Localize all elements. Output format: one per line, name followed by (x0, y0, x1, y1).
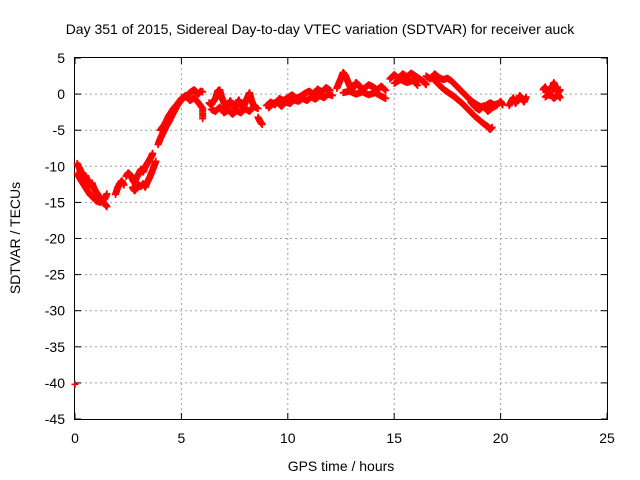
data-point (152, 157, 160, 165)
x-tick-label: 5 (178, 430, 186, 446)
y-tick-label: -5 (53, 122, 66, 138)
data-point (71, 380, 79, 388)
chart-title: Day 351 of 2015, Sidereal Day-to-day VTE… (66, 21, 576, 37)
data-point (328, 92, 336, 100)
data-point (149, 149, 157, 157)
x-tick-label: 20 (493, 430, 509, 446)
data-point (103, 190, 111, 198)
x-tick-label: 10 (280, 430, 296, 446)
data-point (258, 120, 266, 128)
data-point (414, 81, 422, 89)
data-point (422, 81, 430, 89)
data-point (522, 93, 530, 101)
y-tick-label: -45 (45, 411, 65, 427)
data-point (556, 94, 564, 102)
data-point (199, 115, 207, 123)
data-point (382, 86, 390, 94)
y-tick-label: -15 (45, 194, 65, 210)
plot-frame (74, 57, 608, 420)
data-point (199, 88, 207, 96)
data-point (488, 123, 496, 131)
data-point (254, 105, 262, 113)
y-tick-label: -30 (45, 303, 65, 319)
y-tick-label: 5 (57, 50, 65, 66)
y-tick-label: 0 (57, 86, 65, 102)
data-points (71, 68, 564, 388)
x-tick-label: 25 (599, 430, 615, 446)
data-point (120, 181, 128, 189)
data-point (382, 94, 390, 102)
data-point (103, 203, 111, 211)
data-point (499, 101, 507, 109)
y-tick-label: -10 (45, 158, 65, 174)
x-tick-label: 15 (386, 430, 402, 446)
y-tick-label: -35 (45, 339, 65, 355)
x-axis-label: GPS time / hours (288, 458, 395, 474)
grid (75, 58, 607, 419)
y-tick-label: -25 (45, 267, 65, 283)
x-tick-label: 0 (71, 430, 79, 446)
axis-ticks: 0 5 10 15 20 25 5 0 -5 -10 -15 -20 -25 -30 -35 -40 -45 (45, 50, 615, 446)
data-point (556, 86, 564, 94)
y-tick-label: -20 (45, 231, 65, 247)
y-tick-label: -40 (45, 375, 65, 391)
y-axis-label: SDTVAR / TECUs (7, 182, 23, 294)
